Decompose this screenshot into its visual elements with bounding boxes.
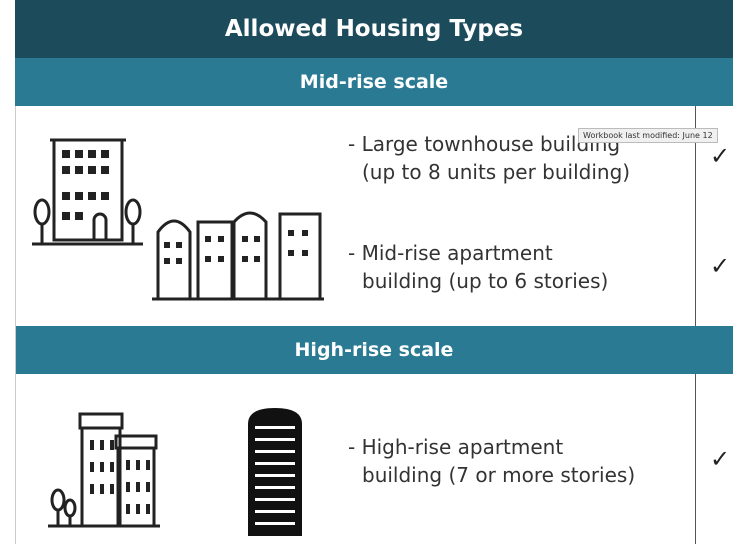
item-text: building (up to 6 stories) — [362, 269, 609, 293]
column-divider — [695, 106, 696, 326]
item-text: - High-rise apartment — [348, 435, 564, 459]
rowhouse-icon — [152, 211, 324, 301]
column-divider — [695, 374, 696, 544]
section-title: High-rise scale — [15, 326, 733, 374]
check-mark: ✓ — [710, 252, 731, 280]
item-text: (up to 8 units per building) — [362, 160, 631, 184]
towers-icon — [48, 412, 160, 528]
tooltip: Workbook last modified: June 12 — [578, 128, 718, 143]
check-mark: ✓ — [710, 445, 731, 473]
townhouse-icon — [32, 138, 143, 246]
header-title: Allowed Housing Types — [15, 0, 733, 58]
check-mark: ✓ — [710, 142, 731, 170]
left-border — [15, 106, 16, 544]
item-text: building (7 or more stories) — [362, 463, 636, 487]
item-text: - Large townhouse building — [348, 132, 621, 156]
highrise-icon — [248, 408, 302, 536]
section-title: Mid-rise scale — [15, 58, 733, 106]
item-text: - Mid-rise apartment — [348, 241, 553, 265]
